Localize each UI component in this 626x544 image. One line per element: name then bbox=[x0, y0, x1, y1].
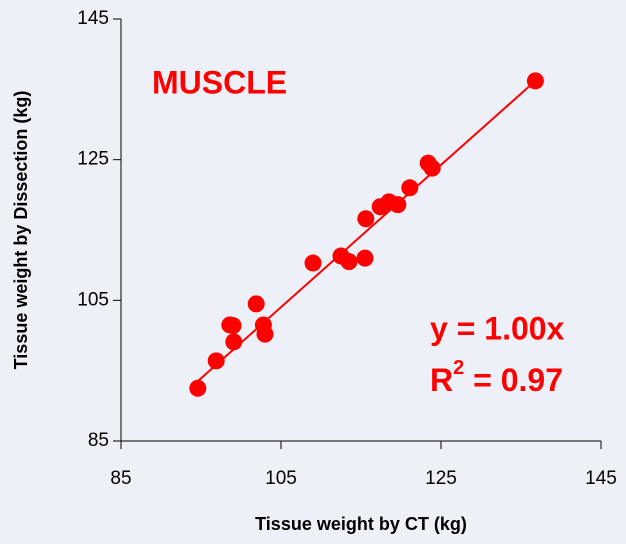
data-point bbox=[423, 159, 441, 177]
y-tick-label: 145 bbox=[77, 8, 109, 29]
x-axis-title: Tissue weight by CT (kg) bbox=[255, 514, 467, 534]
r2-sup: 2 bbox=[453, 357, 464, 379]
data-point bbox=[356, 249, 374, 267]
equation: y = 1.00x bbox=[430, 310, 565, 346]
x-tick-label: 145 bbox=[585, 468, 617, 489]
data-point bbox=[256, 325, 274, 343]
data-point bbox=[357, 210, 375, 228]
data-point bbox=[225, 333, 243, 351]
r2-rest: = 0.97 bbox=[464, 362, 563, 398]
y-tick-label: 85 bbox=[88, 430, 109, 451]
y-axis-title: Tissue weight by Dissection (kg) bbox=[11, 91, 31, 370]
data-point bbox=[304, 254, 322, 272]
x-tick-label: 125 bbox=[425, 468, 457, 489]
data-point bbox=[526, 72, 544, 90]
trendline bbox=[193, 80, 537, 386]
chart-label: MUSCLE bbox=[152, 64, 287, 100]
data-point bbox=[207, 352, 225, 370]
data-point bbox=[401, 179, 419, 197]
x-tick-label: 105 bbox=[265, 468, 297, 489]
y-tick-label: 125 bbox=[77, 149, 109, 170]
r2-base: R bbox=[430, 362, 453, 398]
data-point bbox=[340, 253, 358, 271]
r-squared: R2 = 0.97 bbox=[430, 357, 563, 398]
data-point bbox=[389, 196, 407, 214]
y-tick-label: 105 bbox=[77, 289, 109, 310]
data-point bbox=[247, 295, 265, 313]
x-tick-label: 85 bbox=[110, 468, 131, 489]
data-point bbox=[224, 317, 242, 335]
data-point bbox=[189, 379, 207, 397]
